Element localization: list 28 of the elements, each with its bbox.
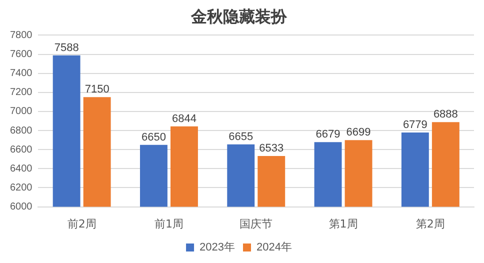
data-label: 6679 bbox=[316, 128, 340, 141]
data-label: 7588 bbox=[54, 42, 79, 54]
chart-title: 金秋隐藏装扮 bbox=[190, 6, 288, 26]
data-label: 6699 bbox=[346, 126, 371, 139]
data-label: 6650 bbox=[141, 131, 166, 144]
y-tick-label: 6400 bbox=[10, 163, 33, 174]
y-tick-label: 7600 bbox=[10, 49, 33, 60]
x-tick-label: 国庆节 bbox=[240, 217, 273, 230]
y-tick-label: 7400 bbox=[10, 68, 33, 80]
y-tick-label: 6200 bbox=[10, 182, 33, 194]
data-label: 6655 bbox=[228, 130, 254, 143]
legend-label: 2024年 bbox=[256, 242, 292, 254]
data-label: 6779 bbox=[402, 119, 428, 132]
data-label: 6533 bbox=[259, 142, 284, 155]
y-tick-label: 6000 bbox=[10, 202, 33, 213]
x-tick-label: 第2周 bbox=[416, 217, 445, 230]
y-tick-label: 7200 bbox=[10, 87, 33, 98]
legend-label: 2023年 bbox=[200, 242, 236, 254]
x-tick-label: 前2周 bbox=[67, 217, 96, 230]
data-label: 6888 bbox=[433, 108, 458, 121]
data-label: 6844 bbox=[172, 112, 196, 125]
y-tick-label: 6800 bbox=[10, 125, 33, 136]
x-tick-label: 第1周 bbox=[328, 217, 358, 230]
y-tick-label: 7000 bbox=[10, 106, 33, 118]
y-tick-label: 7800 bbox=[10, 30, 33, 41]
y-tick-label: 6600 bbox=[10, 144, 33, 156]
x-tick-label: 前1周 bbox=[154, 217, 184, 230]
data-label: 7150 bbox=[84, 84, 110, 96]
